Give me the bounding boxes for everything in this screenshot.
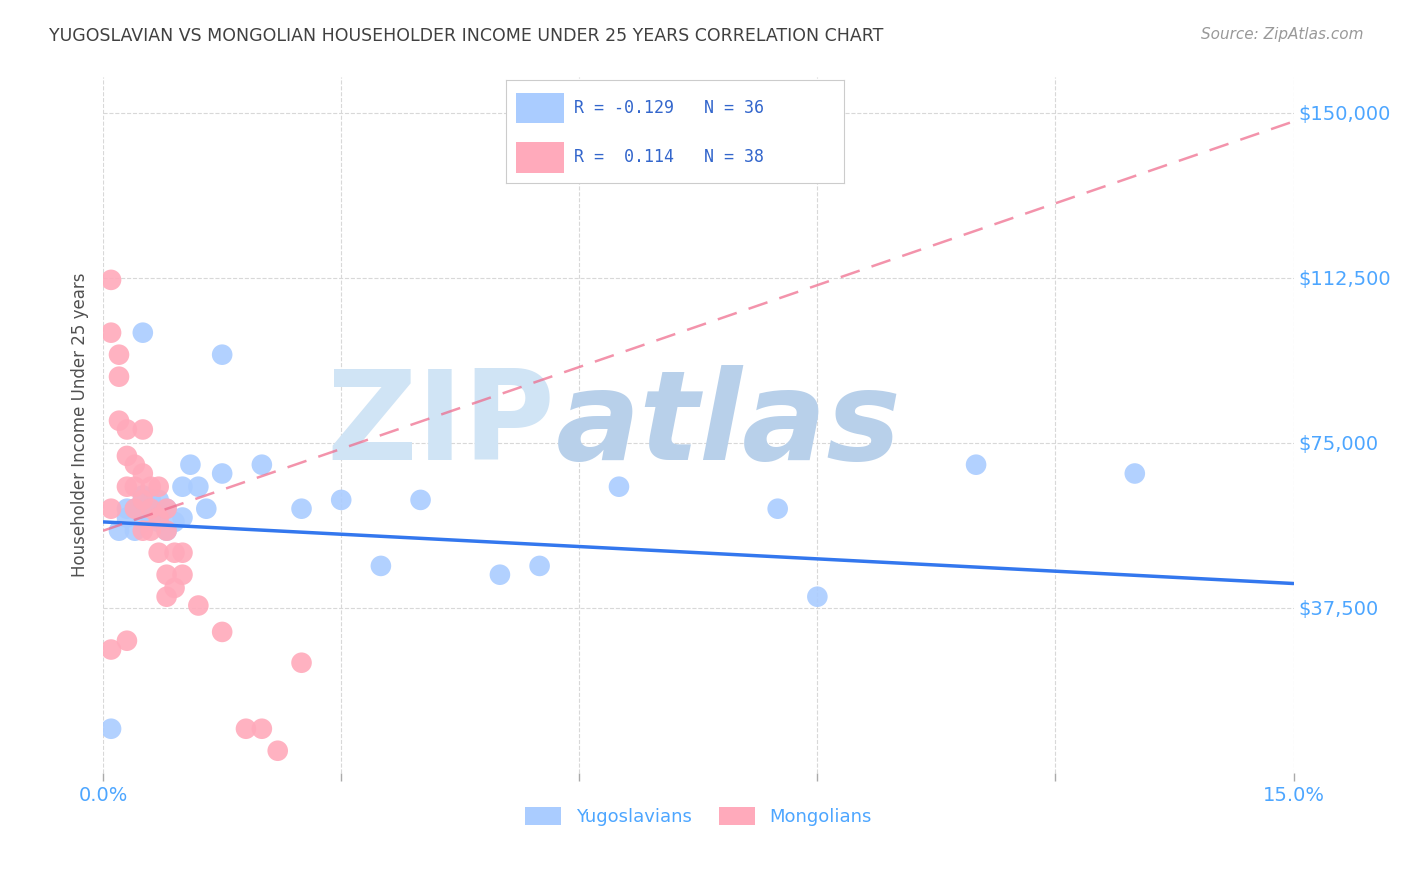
Point [250, 458, 273, 472]
Point [1123, 467, 1146, 481]
Point [132, 492, 155, 507]
Point [132, 422, 155, 436]
Point [148, 546, 170, 560]
Point [156, 501, 179, 516]
Point [115, 633, 138, 648]
Point [187, 480, 209, 494]
Point [156, 524, 179, 538]
Y-axis label: Householder Income Under 25 years: Householder Income Under 25 years [72, 273, 89, 577]
Point [115, 501, 138, 516]
Point [132, 467, 155, 481]
Point [290, 656, 312, 670]
FancyBboxPatch shape [516, 142, 564, 173]
Point [806, 590, 828, 604]
Point [156, 524, 179, 538]
Legend: Yugoslavians, Mongolians: Yugoslavians, Mongolians [517, 799, 879, 833]
Point [156, 501, 179, 516]
Point [100, 501, 122, 516]
Point [172, 480, 194, 494]
Point [100, 273, 122, 287]
Point [100, 326, 122, 340]
Point [330, 492, 353, 507]
Point [124, 501, 146, 516]
Point [115, 480, 138, 494]
Point [148, 492, 170, 507]
Point [409, 492, 432, 507]
Point [211, 624, 233, 639]
FancyBboxPatch shape [516, 93, 564, 123]
Point [250, 722, 273, 736]
Text: YUGOSLAVIAN VS MONGOLIAN HOUSEHOLDER INCOME UNDER 25 YEARS CORRELATION CHART: YUGOSLAVIAN VS MONGOLIAN HOUSEHOLDER INC… [49, 27, 883, 45]
Point [132, 488, 155, 502]
Point [529, 558, 551, 573]
Point [211, 348, 233, 362]
Point [766, 501, 789, 516]
Point [100, 722, 122, 736]
Point [156, 590, 179, 604]
Point [172, 510, 194, 524]
Point [115, 449, 138, 463]
Point [132, 524, 155, 538]
Point [100, 642, 122, 657]
Point [172, 567, 194, 582]
Point [195, 501, 218, 516]
Point [139, 480, 162, 494]
Text: R = -0.129   N = 36: R = -0.129 N = 36 [574, 99, 763, 117]
Point [235, 722, 257, 736]
Point [132, 501, 155, 516]
Point [172, 546, 194, 560]
Point [124, 501, 146, 516]
Text: R =  0.114   N = 38: R = 0.114 N = 38 [574, 148, 763, 166]
Point [148, 510, 170, 524]
Point [211, 467, 233, 481]
Point [139, 510, 162, 524]
Point [132, 515, 155, 529]
Point [139, 501, 162, 516]
Text: atlas: atlas [555, 365, 901, 485]
Point [139, 492, 162, 507]
Point [163, 515, 186, 529]
Point [108, 348, 131, 362]
Point [148, 480, 170, 494]
Point [607, 480, 630, 494]
Text: Source: ZipAtlas.com: Source: ZipAtlas.com [1201, 27, 1364, 42]
Point [132, 326, 155, 340]
Point [148, 515, 170, 529]
Point [124, 458, 146, 472]
Point [267, 744, 290, 758]
Point [370, 558, 392, 573]
Text: ZIP: ZIP [326, 365, 555, 485]
Point [187, 599, 209, 613]
Point [108, 369, 131, 384]
Point [965, 458, 987, 472]
Point [115, 510, 138, 524]
Point [163, 546, 186, 560]
Point [139, 524, 162, 538]
Point [163, 581, 186, 595]
Point [108, 414, 131, 428]
Point [124, 480, 146, 494]
Point [290, 501, 312, 516]
Point [179, 458, 201, 472]
Point [124, 524, 146, 538]
Point [489, 567, 512, 582]
Point [108, 524, 131, 538]
Point [115, 422, 138, 436]
Point [156, 567, 179, 582]
